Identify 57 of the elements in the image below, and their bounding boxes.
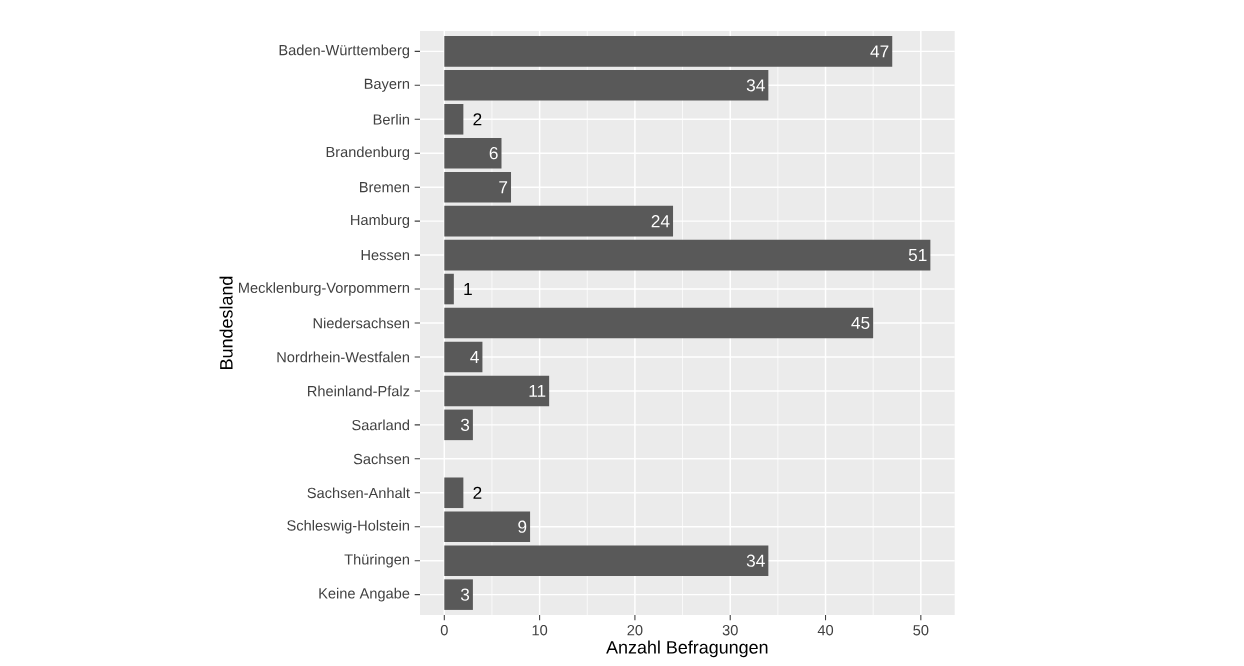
bar xyxy=(444,104,464,135)
data-label: 11 xyxy=(529,384,546,397)
bar xyxy=(444,477,464,509)
y-tick-label: Saarland xyxy=(352,419,410,431)
data-label: 47 xyxy=(870,45,889,58)
y-tick-label: Berlin xyxy=(373,113,410,125)
bar xyxy=(444,579,473,610)
x-tick-label: 10 xyxy=(532,625,548,636)
bar xyxy=(444,409,473,441)
bar xyxy=(444,137,502,169)
y-tick-label: Sachsen xyxy=(353,453,410,465)
y-axis-title: Bundesland xyxy=(219,276,233,369)
bar xyxy=(444,375,550,407)
y-tick-label: Niedersachsen xyxy=(313,317,409,329)
y-tick-label: Rheinland-Pfalz xyxy=(308,385,410,397)
bar xyxy=(444,307,874,339)
bar xyxy=(444,36,893,67)
x-tick-label: 40 xyxy=(817,625,834,636)
data-label: 24 xyxy=(651,215,670,228)
data-label: 45 xyxy=(851,316,870,330)
y-tick-label: Keine Angabe xyxy=(319,587,410,602)
y-tick-label: Bremen xyxy=(360,182,410,193)
bar xyxy=(444,545,769,576)
y-tick-label: Schleswig-Holstein xyxy=(287,519,409,534)
data-label: 2 xyxy=(473,113,482,126)
y-tick-label: Nordrhein-Westfalen xyxy=(277,351,409,363)
y-tick-label: Sachsen-Anhalt xyxy=(307,487,410,499)
data-label: 3 xyxy=(460,588,470,601)
bar xyxy=(444,239,931,271)
data-label: 6 xyxy=(489,147,498,160)
x-tick-label: 30 xyxy=(722,625,738,636)
data-label: 7 xyxy=(499,181,508,194)
y-tick-label: Thüringen xyxy=(344,553,409,568)
bar xyxy=(444,341,483,373)
x-tick-label: 20 xyxy=(627,625,643,636)
data-label: 9 xyxy=(518,520,527,533)
bar xyxy=(444,70,769,101)
data-label: 4 xyxy=(470,351,479,363)
y-tick-label: Mecklenburg-Vorpommern xyxy=(239,282,409,296)
bar xyxy=(444,205,674,237)
data-label: 2 xyxy=(473,486,482,499)
bar xyxy=(444,273,454,305)
data-label: 3 xyxy=(460,418,470,431)
data-label: 34 xyxy=(746,79,765,92)
y-tick-label: Hessen xyxy=(361,250,410,261)
y-tick-label: Hamburg xyxy=(351,214,410,228)
x-tick-label: 0 xyxy=(440,625,448,636)
data-label: 1 xyxy=(464,283,472,295)
y-tick-label: Brandenburg xyxy=(326,146,410,161)
bar xyxy=(444,511,531,543)
x-tick-label: 50 xyxy=(913,625,929,636)
data-label: 51 xyxy=(908,249,927,262)
y-tick-label: Bayern xyxy=(364,78,410,92)
bar xyxy=(444,171,512,203)
x-axis-title: Anzahl Befragungen xyxy=(606,640,768,658)
data-label: 34 xyxy=(746,554,765,567)
y-tick-label: Baden-Württemberg xyxy=(279,44,410,59)
